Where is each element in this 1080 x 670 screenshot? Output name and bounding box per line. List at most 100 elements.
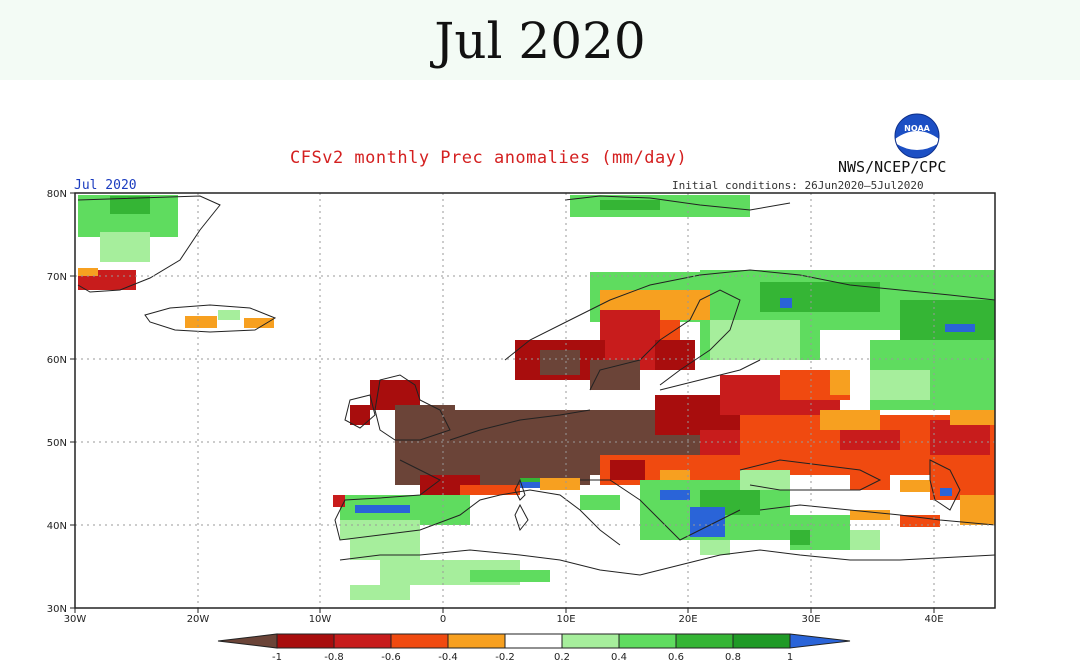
- anomaly-blue-urals: [945, 324, 975, 332]
- coast-north-sea: [449, 409, 591, 441]
- coast-n-africa: [339, 549, 995, 576]
- legend-swatch-8: [675, 633, 734, 649]
- agency-label: NWS/NCEP/CPC: [838, 158, 947, 176]
- coast-baltic: [659, 359, 761, 391]
- anomaly-baltic-darkred: [655, 340, 695, 370]
- page-title: Jul 2020: [434, 12, 646, 70]
- coast-black-sea: [739, 459, 882, 491]
- anomaly-blue-kola: [780, 298, 792, 308]
- anomaly-russia-dark-2: [900, 300, 995, 340]
- legend-swatch-10: [789, 633, 851, 649]
- initial-conditions: Initial conditions: 26Jun2020–5Jul2020: [672, 179, 924, 192]
- anomaly-ireland: [350, 405, 370, 425]
- anomaly-caucasus-orangered: [850, 470, 890, 490]
- anomaly-norway-brown: [540, 350, 580, 375]
- coast-sardinia: [514, 503, 529, 532]
- anomaly-syria-orange: [850, 510, 890, 520]
- anomaly-iberia-blue: [355, 505, 410, 513]
- legend-label-3: -0.4: [438, 652, 458, 663]
- coast-svalbard: [564, 195, 791, 211]
- legend-label-6: 0.4: [611, 652, 627, 663]
- legend-swatch-2: [333, 633, 392, 649]
- anomaly-iraq-orangered: [900, 515, 940, 527]
- legend-label-0: -1: [272, 652, 282, 663]
- lon-tick-10e: 10E: [556, 614, 575, 625]
- legend-label-5: 0.2: [554, 652, 570, 663]
- anomaly-sahara-light: [350, 585, 410, 600]
- coast-ireland: [344, 394, 376, 429]
- lon-tick-10w: 10W: [309, 614, 332, 625]
- legend-label-9: 1: [787, 652, 793, 663]
- coast-arctic: [504, 269, 995, 361]
- anomaly-croatia-darkred: [610, 460, 645, 480]
- coast-turkey: [759, 504, 995, 526]
- anomaly-iceland-orange: [185, 316, 217, 328]
- map-title: CFSv2 monthly Prec anomalies (mm/day): [290, 148, 688, 168]
- anomaly-finland-orangered: [660, 320, 680, 340]
- lat-tick-30n: 30N: [47, 604, 67, 615]
- legend-labels: -1 -0.8 -0.6 -0.4 -0.2 0.2 0.4 0.6 0.8 1: [272, 652, 793, 663]
- coast-corsica: [514, 478, 526, 501]
- legend-swatch-4: [447, 633, 506, 649]
- coast-adriatic: [580, 479, 741, 541]
- anomaly-kazakh-red: [930, 420, 990, 455]
- anomaly-turkey-light: [850, 530, 880, 550]
- anomaly-albania-blue: [660, 490, 690, 500]
- anomaly-iran-orange: [960, 495, 995, 525]
- legend-swatch-7: [618, 633, 677, 649]
- anomaly-south-russia-orange: [820, 410, 880, 430]
- map-month-label: Jul 2020: [74, 178, 137, 193]
- lat-tick-80n: 80N: [47, 189, 67, 200]
- anomaly-greenland-dark: [110, 196, 150, 214]
- anomaly-greenland-orange: [78, 268, 98, 276]
- legend-swatch-9: [732, 633, 791, 649]
- legend-label-1: -0.8: [324, 652, 344, 663]
- anomaly-crete-light: [700, 540, 730, 555]
- legend-label-2: -0.6: [381, 652, 401, 663]
- noaa-logo-text: NOAA: [904, 124, 930, 133]
- legend-swatch-1: [276, 633, 335, 649]
- legend-label-4: -0.2: [495, 652, 515, 663]
- anomaly-iberia-light: [340, 520, 420, 540]
- anomaly-spain-n-orangered: [460, 485, 520, 495]
- anomaly-corsica-blue: [520, 482, 540, 488]
- lon-tick-labels: 30W 20W 10W 0 10E 20E 30E 40E: [64, 614, 944, 625]
- legend-label-7: 0.6: [668, 652, 684, 663]
- legend-swatch-3: [390, 633, 449, 649]
- anomaly-volga-red: [840, 430, 900, 450]
- lon-tick-20e: 20E: [678, 614, 697, 625]
- anomaly-italy-n-orange: [540, 478, 580, 490]
- legend-swatch-6: [561, 633, 620, 649]
- anomaly-denmark-brown: [590, 360, 640, 390]
- anomaly-turkey-dark: [790, 530, 810, 545]
- anomaly-russia-orange: [830, 370, 850, 395]
- anomaly-algeria-green: [470, 570, 550, 582]
- anomaly-urals-light: [870, 370, 930, 400]
- coastlines: [77, 195, 995, 576]
- plot-frame: [74, 192, 996, 609]
- coast-iberia: [334, 459, 501, 541]
- coast-gb: [374, 374, 451, 441]
- coast-bothnia: [589, 289, 741, 391]
- coast-iceland: [144, 304, 277, 333]
- lon-tick-0: 0: [440, 614, 446, 625]
- lon-tick-40e: 40E: [924, 614, 943, 625]
- lat-tick-labels: 80N 70N 60N 50N 40N 30N: [47, 189, 67, 615]
- header-band: [0, 0, 1080, 80]
- lat-tick-70n: 70N: [47, 272, 67, 283]
- legend-label-8: 0.8: [725, 652, 741, 663]
- anomaly-greenland-light: [100, 232, 150, 262]
- noaa-logo: NOAA: [894, 113, 940, 159]
- lat-tick-40n: 40N: [47, 521, 67, 532]
- axis-ticks: [70, 192, 935, 613]
- anomaly-caspian-orange: [900, 480, 930, 492]
- anomaly-kazakh-orange: [950, 410, 995, 425]
- anomaly-portugal-red: [333, 495, 345, 507]
- anomaly-iceland-orange-2: [244, 318, 274, 328]
- lon-tick-30w: 30W: [64, 614, 87, 625]
- coast-caspian: [929, 459, 961, 511]
- anomaly-karelia-light: [710, 320, 800, 360]
- lat-tick-50n: 50N: [47, 438, 67, 449]
- coast-greenland: [77, 195, 221, 293]
